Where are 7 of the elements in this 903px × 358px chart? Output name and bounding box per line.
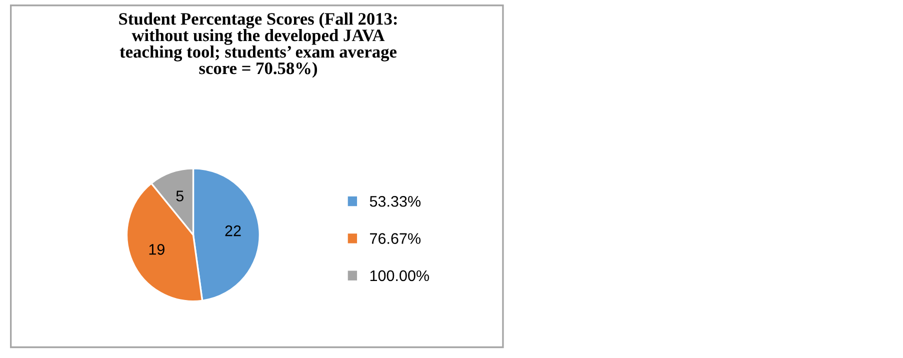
legend-label: 53.33% bbox=[370, 196, 421, 207]
data-label: 5 bbox=[176, 190, 184, 202]
chart-title: Student Percentage Scores (Fall 2013: without using the developed JAVA teaching tool; students’ exam average score = 70.58%) bbox=[119, 12, 397, 78]
data-label: 19 bbox=[149, 244, 164, 255]
legend-label: 100.00% bbox=[370, 270, 430, 282]
legend-label: 76.67% bbox=[370, 233, 421, 244]
data-label: 22 bbox=[225, 225, 241, 236]
